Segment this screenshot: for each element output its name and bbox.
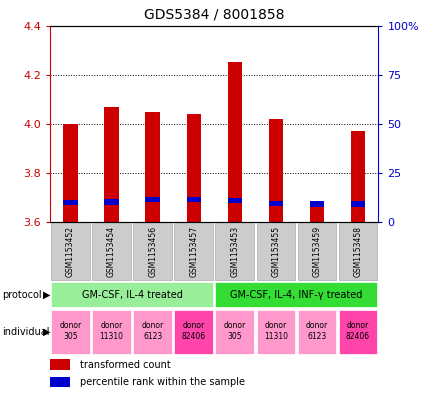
Bar — [145, 112, 159, 222]
Text: GSM1153459: GSM1153459 — [312, 226, 321, 277]
Bar — [50, 377, 69, 387]
Bar — [256, 310, 294, 354]
Bar — [51, 310, 90, 354]
Bar — [63, 200, 78, 205]
Bar — [338, 310, 376, 354]
Text: GSM1153458: GSM1153458 — [352, 226, 362, 277]
Text: ▶: ▶ — [43, 290, 51, 300]
Bar — [174, 310, 213, 354]
Bar — [256, 223, 294, 280]
Text: GSM1153457: GSM1153457 — [189, 226, 198, 277]
Text: GSM1153456: GSM1153456 — [148, 226, 157, 277]
Text: GSM1153453: GSM1153453 — [230, 226, 239, 277]
Bar — [297, 310, 335, 354]
Text: donor
6123: donor 6123 — [305, 321, 327, 341]
Bar — [215, 282, 376, 307]
Text: donor
11310: donor 11310 — [263, 321, 287, 341]
Bar — [186, 114, 201, 222]
Bar — [174, 223, 213, 280]
Bar — [50, 359, 69, 370]
Bar — [145, 196, 159, 202]
Text: protocol: protocol — [2, 290, 42, 300]
Bar — [104, 107, 118, 222]
Bar — [350, 201, 364, 207]
Text: donor
6123: donor 6123 — [141, 321, 164, 341]
Text: percentile rank within the sample: percentile rank within the sample — [79, 377, 244, 387]
Bar — [350, 131, 364, 222]
Text: ▶: ▶ — [43, 327, 51, 337]
Title: GDS5384 / 8001858: GDS5384 / 8001858 — [144, 7, 284, 22]
Bar — [63, 124, 78, 222]
Bar — [338, 223, 376, 280]
Bar — [51, 282, 213, 307]
Bar — [51, 223, 90, 280]
Bar — [215, 310, 253, 354]
Text: transformed count: transformed count — [79, 360, 170, 370]
Bar — [92, 310, 131, 354]
Bar — [309, 204, 323, 222]
Bar — [104, 199, 118, 205]
Bar — [186, 196, 201, 202]
Bar — [268, 201, 283, 206]
Text: GSM1153455: GSM1153455 — [271, 226, 279, 277]
Bar — [297, 223, 335, 280]
Text: GSM1153452: GSM1153452 — [66, 226, 75, 277]
Text: individual: individual — [2, 327, 49, 337]
Bar — [227, 62, 241, 222]
Bar — [309, 201, 323, 207]
Bar — [268, 119, 283, 222]
Text: donor
11310: donor 11310 — [99, 321, 123, 341]
Text: donor
305: donor 305 — [223, 321, 245, 341]
Text: donor
305: donor 305 — [59, 321, 82, 341]
Text: donor
82406: donor 82406 — [345, 321, 369, 341]
Bar — [227, 198, 241, 203]
Text: GM-CSF, IL-4, INF-γ treated: GM-CSF, IL-4, INF-γ treated — [230, 290, 362, 300]
Bar — [92, 223, 131, 280]
Text: GSM1153454: GSM1153454 — [107, 226, 116, 277]
Bar — [133, 223, 171, 280]
Bar — [215, 223, 253, 280]
Text: donor
82406: donor 82406 — [181, 321, 205, 341]
Text: GM-CSF, IL-4 treated: GM-CSF, IL-4 treated — [82, 290, 182, 300]
Bar — [133, 310, 171, 354]
